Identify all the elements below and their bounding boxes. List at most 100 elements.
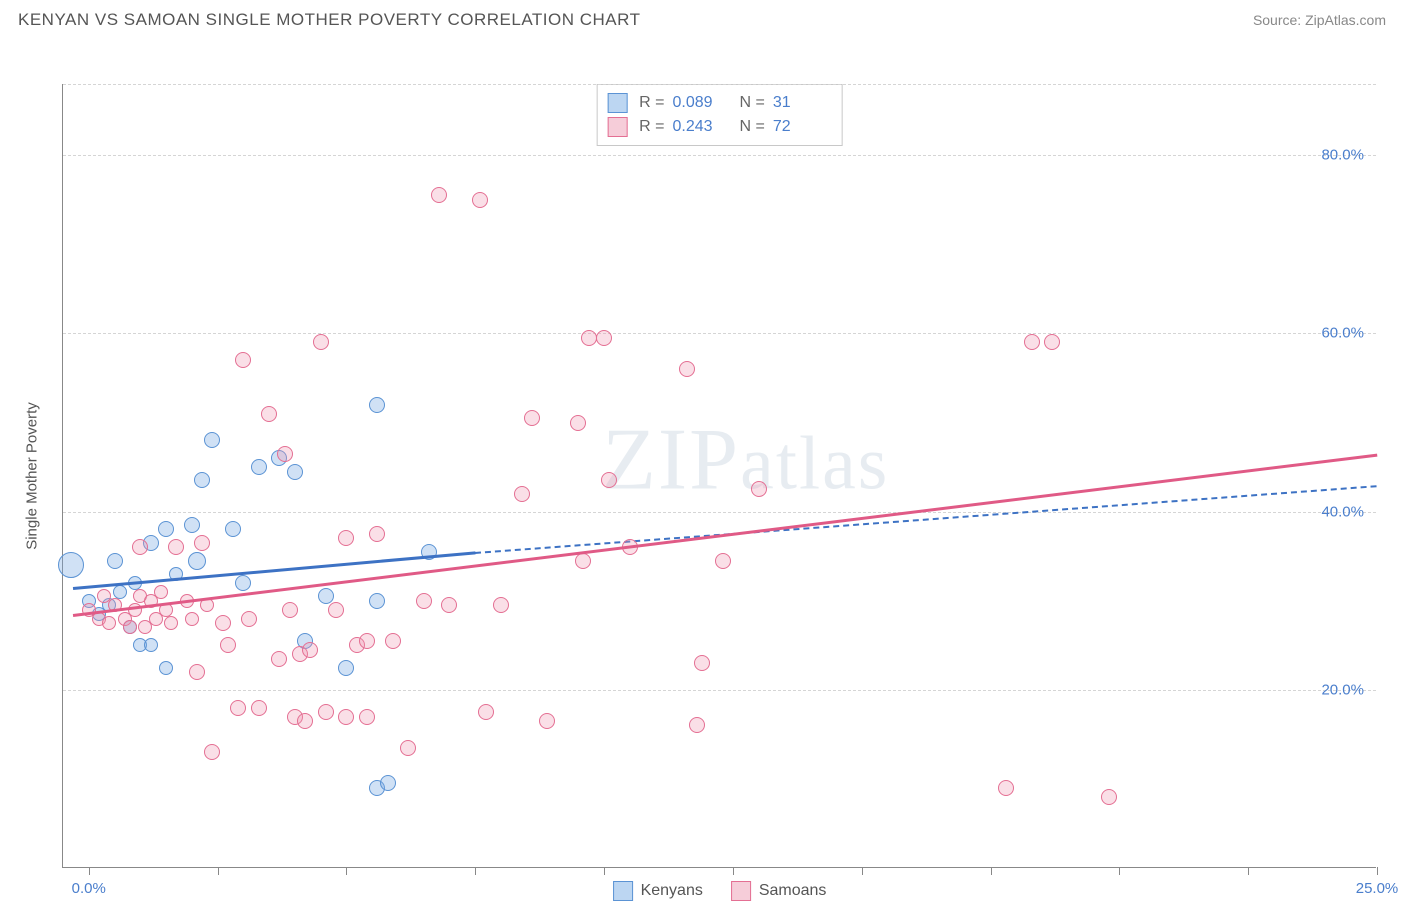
- scatter-point: [416, 593, 432, 609]
- scatter-point: [123, 620, 137, 634]
- scatter-point: [998, 780, 1014, 796]
- scatter-point: [97, 589, 111, 603]
- scatter-point: [570, 415, 586, 431]
- scatter-point: [328, 602, 344, 618]
- gridline: [63, 512, 1376, 513]
- source-name: ZipAtlas.com: [1305, 12, 1386, 28]
- scatter-point: [251, 459, 267, 475]
- scatter-point: [204, 744, 220, 760]
- scatter-point: [189, 664, 205, 680]
- legend-item: Samoans: [731, 881, 827, 901]
- x-tick: [1248, 867, 1249, 875]
- scatter-point: [715, 553, 731, 569]
- scatter-point: [277, 446, 293, 462]
- scatter-point: [524, 410, 540, 426]
- watermark-part-1: ZIP: [602, 411, 740, 508]
- x-tick: [218, 867, 219, 875]
- scatter-point: [359, 709, 375, 725]
- scatter-point: [194, 535, 210, 551]
- scatter-point: [158, 521, 174, 537]
- scatter-point: [215, 615, 231, 631]
- scatter-point: [400, 740, 416, 756]
- watermark: ZIPatlas: [602, 409, 889, 510]
- x-tick: [475, 867, 476, 875]
- scatter-point: [369, 593, 385, 609]
- legend-item: Kenyans: [613, 881, 703, 901]
- scatter-point: [694, 655, 710, 671]
- scatter-point: [514, 486, 530, 502]
- scatter-point: [251, 700, 267, 716]
- r-value: 0.089: [673, 91, 728, 115]
- scatter-point: [441, 597, 457, 613]
- scatter-point: [235, 575, 251, 591]
- scatter-point: [338, 660, 354, 676]
- scatter-point: [204, 432, 220, 448]
- legend-swatch: [607, 117, 627, 137]
- x-tick: [1377, 867, 1378, 875]
- scatter-point: [359, 633, 375, 649]
- scatter-point: [385, 633, 401, 649]
- r-label: R =: [639, 115, 664, 139]
- correlation-legend: R = 0.089 N = 31R =0.243N =72: [596, 84, 843, 146]
- r-label: R =: [639, 91, 664, 115]
- scatter-point: [287, 464, 303, 480]
- gridline: [63, 690, 1376, 691]
- legend-swatch: [607, 93, 627, 113]
- scatter-point: [313, 334, 329, 350]
- chart-header: KENYAN VS SAMOAN SINGLE MOTHER POVERTY C…: [0, 0, 1406, 36]
- x-tick: [991, 867, 992, 875]
- scatter-point: [107, 553, 123, 569]
- scatter-point: [102, 616, 116, 630]
- y-tick-label: 20.0%: [1321, 681, 1364, 698]
- n-label: N =: [740, 91, 765, 115]
- n-value: 72: [773, 115, 828, 139]
- y-tick-label: 80.0%: [1321, 147, 1364, 164]
- scatter-point: [380, 775, 396, 791]
- source-attribution: Source: ZipAtlas.com: [1253, 12, 1386, 28]
- x-tick: [604, 867, 605, 875]
- legend-row: R =0.243N =72: [607, 115, 828, 139]
- scatter-point: [58, 552, 84, 578]
- scatter-point: [369, 526, 385, 542]
- x-tick: [733, 867, 734, 875]
- scatter-point: [159, 661, 173, 675]
- scatter-point: [751, 481, 767, 497]
- x-tick-label: 0.0%: [72, 880, 106, 897]
- trend-line-extrapolated: [475, 485, 1377, 554]
- scatter-point: [132, 539, 148, 555]
- scatter-point: [338, 709, 354, 725]
- scatter-point: [225, 521, 241, 537]
- legend-row: R = 0.089 N = 31: [607, 91, 828, 115]
- y-tick-label: 60.0%: [1321, 325, 1364, 342]
- scatter-point: [596, 330, 612, 346]
- scatter-point: [154, 585, 168, 599]
- y-tick-label: 40.0%: [1321, 503, 1364, 520]
- scatter-point: [539, 713, 555, 729]
- trend-line: [73, 552, 475, 590]
- scatter-point: [144, 638, 158, 652]
- scatter-point: [689, 717, 705, 733]
- scatter-point: [271, 651, 287, 667]
- gridline: [63, 84, 1376, 85]
- scatter-point: [184, 517, 200, 533]
- trend-line: [73, 454, 1377, 617]
- scatter-point: [431, 187, 447, 203]
- series-legend: Kenyans Samoans: [613, 881, 827, 901]
- x-tick: [1119, 867, 1120, 875]
- scatter-point: [241, 611, 257, 627]
- scatter-point: [113, 585, 127, 599]
- scatter-point: [575, 553, 591, 569]
- source-prefix: Source:: [1253, 12, 1305, 28]
- scatter-point: [297, 713, 313, 729]
- x-tick-label: 25.0%: [1356, 880, 1399, 897]
- scatter-point: [168, 539, 184, 555]
- scatter-point: [235, 352, 251, 368]
- scatter-point: [302, 642, 318, 658]
- legend-label: Samoans: [759, 882, 827, 900]
- scatter-point: [581, 330, 597, 346]
- chart-container: Single Mother Poverty ZIPatlas R =0.089N…: [18, 36, 1388, 912]
- scatter-point: [185, 612, 199, 626]
- x-tick: [89, 867, 90, 875]
- scatter-point: [478, 704, 494, 720]
- n-value: 31: [773, 91, 828, 115]
